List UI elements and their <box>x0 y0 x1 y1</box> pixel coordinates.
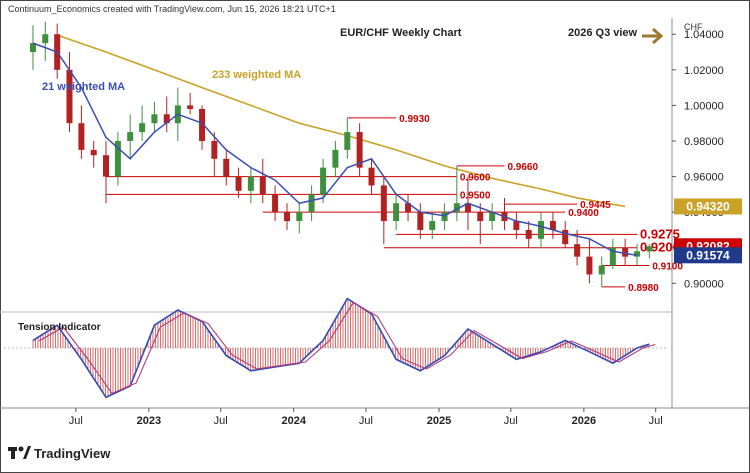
tension-label: Tension Indicator <box>18 322 101 333</box>
tension-indicator <box>4 297 668 399</box>
price-tick-label: 0.96000 <box>684 172 724 184</box>
candle-body <box>393 203 400 222</box>
time-tick-label: Jul <box>504 415 518 427</box>
candle-body <box>259 176 266 195</box>
time-tick-label: Jul <box>214 415 228 427</box>
arrow-right-icon <box>642 27 664 45</box>
candles-group <box>29 21 653 287</box>
candle-body <box>42 34 49 44</box>
candle-body <box>368 167 375 186</box>
candle-body <box>549 221 556 230</box>
candle-body <box>127 132 134 141</box>
price-badge-label: 0.94320 <box>686 199 730 213</box>
candle-body <box>356 132 363 168</box>
level-label: 0.9445 <box>580 200 611 211</box>
candle-body <box>622 247 629 257</box>
time-axis-ticks: Jul 2023 Jul 2024 Jul 2025 Jul 2026 Jul <box>69 408 663 427</box>
candle-body <box>380 185 387 222</box>
candle-body <box>586 256 593 275</box>
price-tick-label: 0.90000 <box>684 278 724 290</box>
candle-body <box>139 123 146 133</box>
candle-body <box>223 158 230 177</box>
candle-body <box>29 43 36 53</box>
view-label: 2026 Q3 view <box>568 27 638 39</box>
price-tick-label: 0.98000 <box>684 136 724 148</box>
candle-body <box>646 246 653 252</box>
price-badge-label: 0.91574 <box>686 248 730 262</box>
candle-body <box>525 229 532 239</box>
candle-body <box>320 167 327 195</box>
currency-label: CHF <box>684 22 703 32</box>
candle-body <box>235 176 242 191</box>
candle-body <box>464 203 471 213</box>
candle-body <box>283 212 290 222</box>
candle-body <box>562 229 569 245</box>
tradingview-brand: TradingView <box>34 446 111 461</box>
candle-body <box>66 69 73 124</box>
time-tick-label: Jul <box>359 415 373 427</box>
candle-body <box>344 132 351 150</box>
ma233-label: 233 weighted MA <box>212 69 301 81</box>
level-label: 0.9930 <box>399 114 430 125</box>
candle-body <box>163 114 170 124</box>
ma21-label: 21 weighted MA <box>42 81 125 93</box>
level-label: 0.9200 <box>640 240 680 255</box>
time-tick-label: 2024 <box>281 415 306 427</box>
candle-body <box>211 140 218 159</box>
candle-body <box>114 140 121 177</box>
candle-body <box>405 203 412 213</box>
ma21-line-group <box>32 42 638 257</box>
time-tick-label: Jul <box>649 415 663 427</box>
tradingview-logo <box>8 446 31 459</box>
candle-body <box>537 221 544 239</box>
candle-body <box>489 212 496 222</box>
candle-body <box>247 176 254 191</box>
candle-body <box>272 194 279 213</box>
ma21-line <box>32 42 638 257</box>
candle-body <box>574 244 581 257</box>
candle-body <box>453 203 460 213</box>
candle-body <box>78 123 85 150</box>
level-label: 0.9400 <box>568 208 599 219</box>
price-tick-label: 1.00000 <box>684 100 724 112</box>
candle-body <box>151 114 158 124</box>
credit-text: Continuum_Economics created with Trading… <box>8 4 336 14</box>
tension-signal-line <box>38 301 656 395</box>
candle-body <box>187 105 194 109</box>
time-tick-label: 2023 <box>137 415 161 427</box>
candle-body <box>332 149 339 168</box>
chart-title: EUR/CHF Weekly Chart <box>340 27 462 39</box>
candle-body <box>513 221 520 230</box>
price-badge <box>674 198 742 215</box>
candle-body <box>598 265 605 275</box>
candle-body <box>417 212 424 230</box>
level-label: 0.8980 <box>628 283 659 294</box>
candle-body <box>441 212 448 222</box>
candle-body <box>90 149 97 156</box>
time-tick-label: 2026 <box>572 415 596 427</box>
price-tick-label: 1.02000 <box>684 65 724 77</box>
price-tick-label: 1.04000 <box>684 29 724 41</box>
candle-body <box>429 221 436 230</box>
candle-body <box>308 194 315 213</box>
candle-body <box>477 212 484 222</box>
tension-line <box>32 297 650 399</box>
price-badge <box>674 247 742 264</box>
candle-body <box>296 212 303 222</box>
level-label: 0.9660 <box>507 162 538 173</box>
level-label: 0.9275 <box>640 226 680 241</box>
time-tick-label: Jul <box>69 415 83 427</box>
level-label: 0.9500 <box>460 190 491 201</box>
time-tick-label: 2025 <box>427 415 451 427</box>
candle-body <box>103 155 110 177</box>
candle-body <box>609 247 616 266</box>
candle-body <box>199 108 206 141</box>
level-label: 0.9100 <box>652 262 683 273</box>
level-label: 0.9600 <box>460 173 491 184</box>
candle-body <box>634 251 641 257</box>
